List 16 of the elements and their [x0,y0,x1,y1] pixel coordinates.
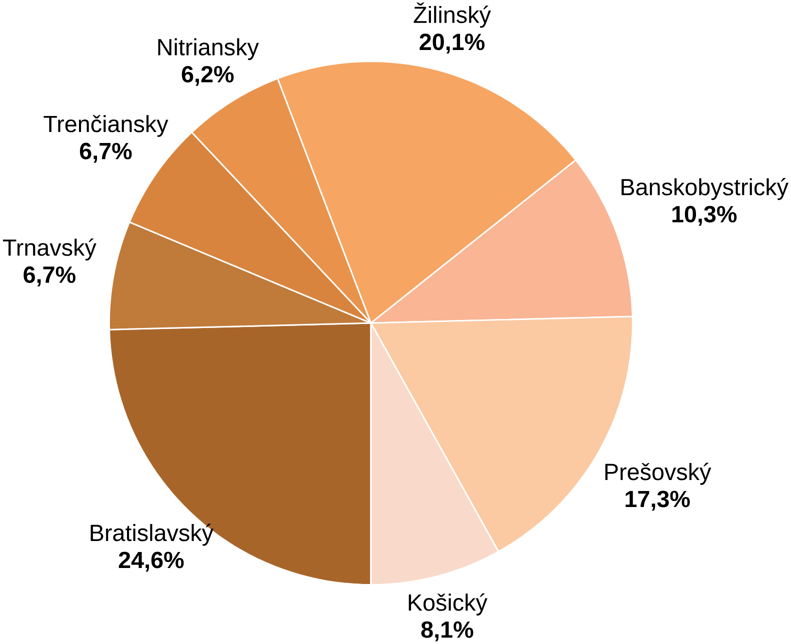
slice-label: Žilinský [414,2,491,28]
data-label: 24,6% [118,552,184,572]
slice-label: Košický [408,594,488,616]
data-label: 8,1% [421,621,474,642]
data-label: 10,3% [672,206,737,226]
data-label: 17,3% [626,490,690,511]
slice-label: Bratislavský [90,524,214,546]
slice-label: Trenčiansky [44,115,168,137]
data-label: 6,7% [80,142,132,163]
slice-label: Prešovský [605,462,712,485]
data-label: 6,2% [182,66,234,86]
data-label: 20,1% [420,34,485,54]
slice-label: Banskobystrický [622,178,788,200]
data-label: 6,7% [24,266,76,286]
slice-label: Nitriansky [158,38,259,60]
slice-label: Trnavský [2,238,96,261]
